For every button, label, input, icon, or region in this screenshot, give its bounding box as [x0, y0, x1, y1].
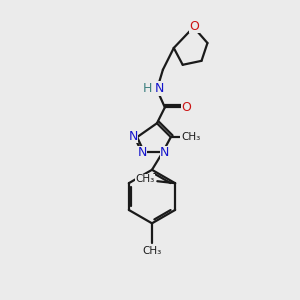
Text: CH₃: CH₃: [181, 132, 200, 142]
Text: O: O: [182, 101, 192, 114]
Text: H: H: [142, 82, 152, 95]
Text: N: N: [155, 82, 165, 95]
Text: CH₃: CH₃: [135, 174, 154, 184]
Text: O: O: [190, 20, 200, 33]
Text: N: N: [160, 146, 170, 160]
Text: N: N: [137, 146, 147, 160]
Text: N: N: [128, 130, 138, 142]
Text: CH₃: CH₃: [142, 246, 162, 256]
